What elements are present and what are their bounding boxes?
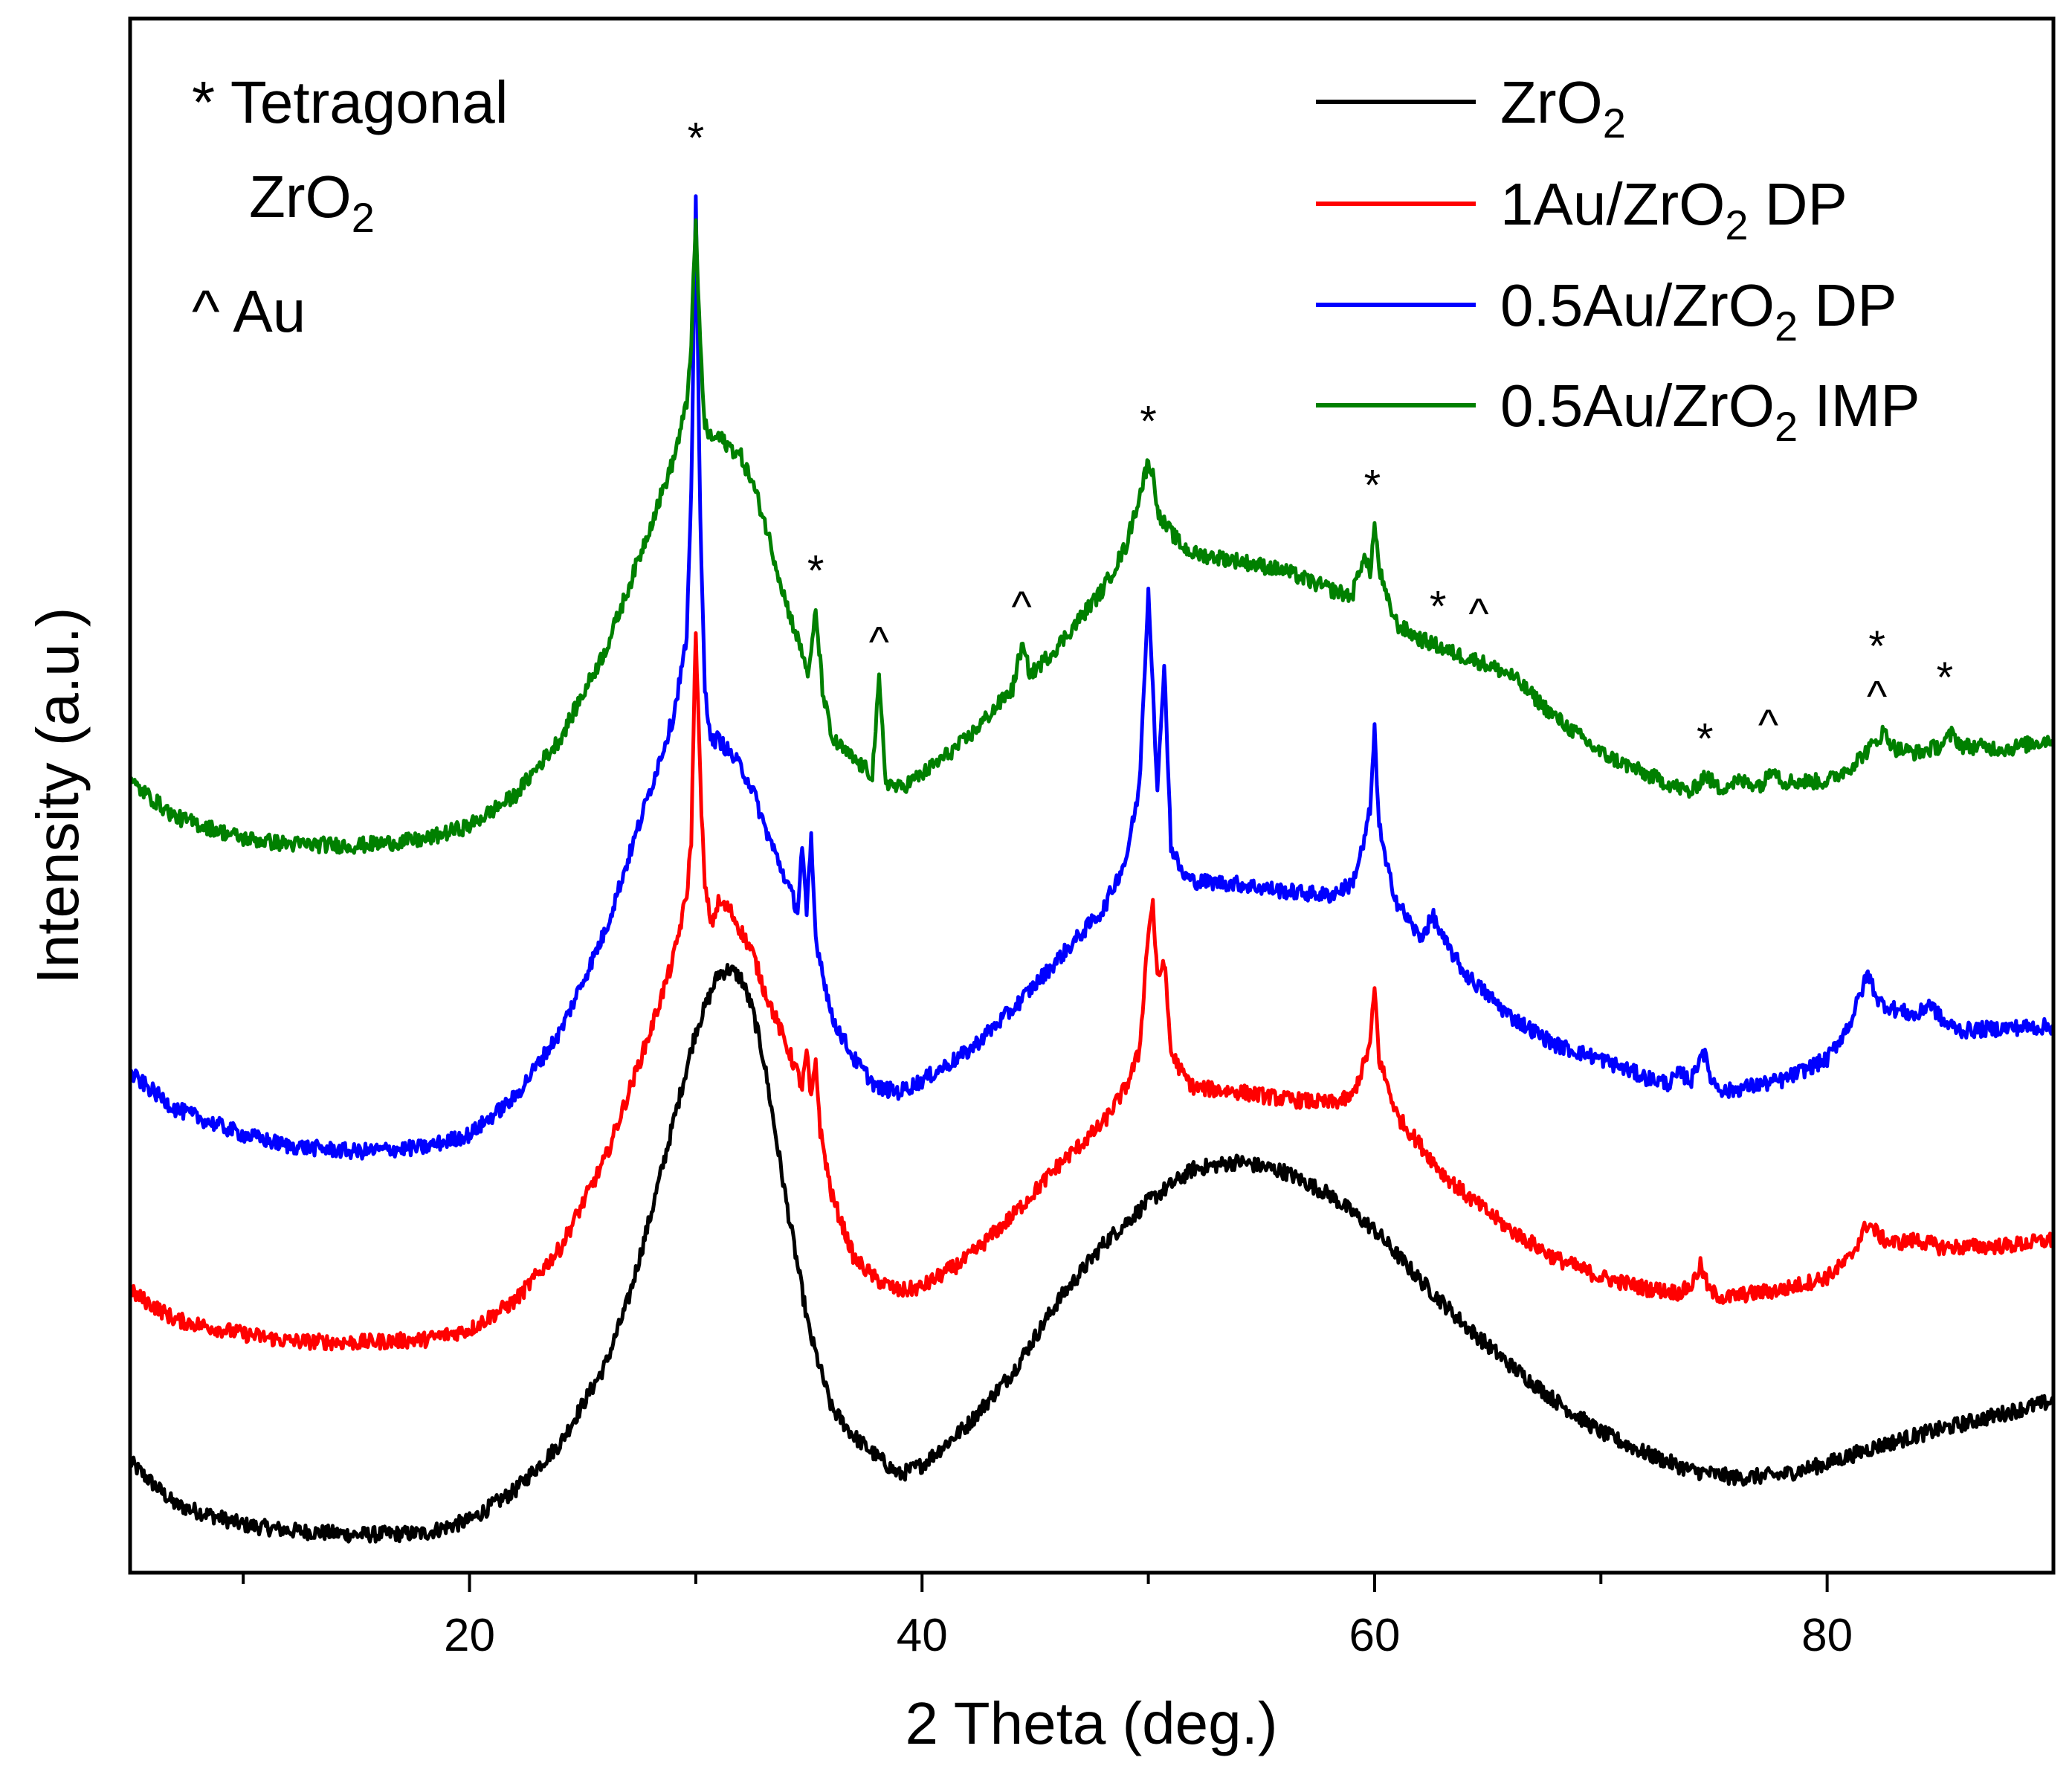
series-layer (128, 194, 2056, 1544)
legend-label-suffix: DP (1748, 171, 1847, 237)
x-tick-label-0: 20 (444, 1610, 495, 1661)
peak-marker-4: * (1140, 397, 1157, 445)
legend-label-sub: 2 (1775, 303, 1798, 349)
note-au-symbol: ^ (192, 278, 220, 344)
peak-marker-7: ^ (1468, 590, 1488, 638)
legend-label-sub: 2 (1725, 202, 1748, 248)
legend-label-sub: 2 (1775, 403, 1798, 450)
legend-label-suffix: IMP (1798, 373, 1920, 439)
legend-label-base: 1Au/ZrO (1500, 171, 1725, 237)
peak-marker-5: * (1364, 462, 1381, 510)
peak-markers: **^^*** ^* ^*^ * (688, 114, 1954, 763)
note-formula-sub: 2 (352, 194, 375, 241)
peak-marker-6: * (1430, 582, 1447, 631)
x-tick-label-1: 40 (897, 1610, 948, 1661)
note-tetragonal: * Tetragonal (192, 69, 509, 135)
legend-label-2: 0.5Au/ZrO2 DP (1500, 272, 1897, 349)
peak-marker-3: ^ (1012, 582, 1032, 631)
note-tetragonal-formula: ZrO2 (249, 164, 375, 241)
legend-label-3: 0.5Au/ZrO2 IMP (1500, 373, 1920, 450)
legend-label-0: ZrO2 (1500, 69, 1626, 146)
peak-marker-8: * (1697, 715, 1714, 763)
legend-label-1: 1Au/ZrO2 DP (1500, 171, 1847, 248)
legend-label-base: ZrO (1500, 69, 1603, 135)
series-line-2 (129, 194, 2056, 1161)
legend-label-base: 0.5Au/ZrO (1500, 373, 1775, 439)
legend-label-suffix: DP (1798, 272, 1897, 338)
x-tick-label-3: 80 (1801, 1610, 1853, 1661)
peak-marker-2: ^ (869, 618, 889, 666)
x-tick-label-2: 60 (1349, 1610, 1400, 1661)
phase-notes: * Tetragonal ZrO2 ^ Au (192, 69, 509, 344)
note-formula-base: ZrO (249, 164, 352, 230)
peak-marker-9: ^ (1758, 700, 1778, 749)
note-tetragonal-symbol: * (192, 69, 215, 135)
note-au-text: Au (233, 278, 306, 344)
y-axis-title: Intensity (a.u.) (25, 608, 91, 985)
peak-marker-1: * (807, 547, 824, 595)
note-tetragonal-text: Tetragonal (230, 69, 509, 135)
legend-label-base: 0.5Au/ZrO (1500, 272, 1775, 338)
legend-label-sub: 2 (1603, 100, 1626, 146)
series-line-0 (128, 963, 2056, 1544)
peak-marker-11: ^ (1867, 672, 1887, 721)
peak-marker-10: * (1868, 622, 1885, 671)
series-line-1 (128, 631, 2056, 1352)
plot-frame (128, 16, 2056, 1575)
note-au: ^ Au (192, 278, 306, 344)
peak-marker-12: * (1937, 654, 1954, 702)
x-axis: 20 40 60 80 (242, 1573, 1853, 1661)
x-axis-title: 2 Theta (deg.) (905, 1690, 1277, 1756)
peak-marker-0: * (688, 114, 705, 162)
series-line-3 (128, 218, 2056, 855)
